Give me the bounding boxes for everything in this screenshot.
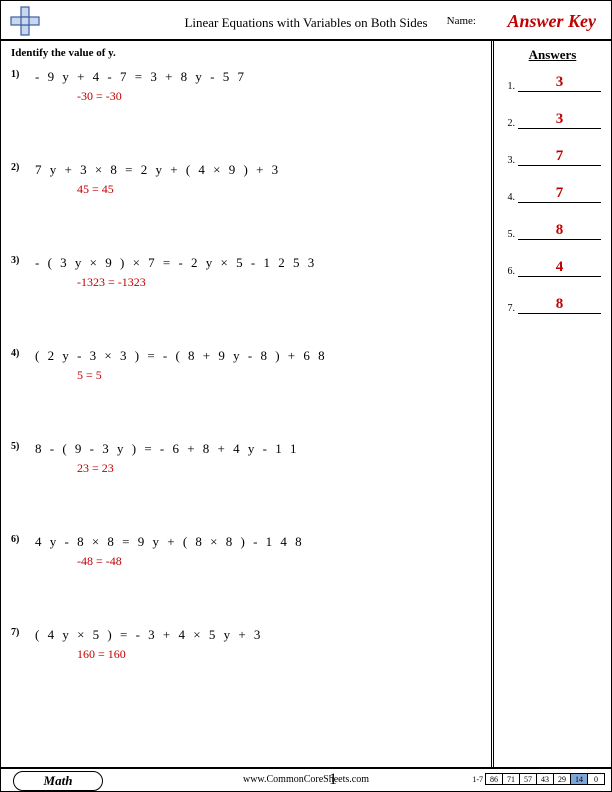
problem: 1) - 9 y + 4 - 7 = 3 + 8 y - 5 7 -30 = -30 — [11, 69, 481, 104]
answer-index: 7. — [504, 303, 518, 314]
score-cell: 86 — [485, 773, 503, 785]
answer-index: 1. — [504, 81, 518, 92]
answer-row: 3.7 — [504, 149, 601, 166]
problem: 6) 4 y - 8 × 8 = 9 y + ( 8 × 8 ) - 1 4 8 -… — [11, 534, 481, 569]
answer-index: 4. — [504, 192, 518, 203]
problems-column: Identify the value of y. 1) - 9 y + 4 - 7… — [1, 41, 491, 767]
answer-value: 8 — [518, 297, 601, 314]
problem-equation: ( 2 y - 3 × 3 ) = - ( 8 + 9 y - 8 ) + 6 … — [35, 348, 481, 364]
page-number: 1 — [329, 771, 337, 789]
answer-index: 3. — [504, 155, 518, 166]
problem-check: -30 = -30 — [35, 89, 481, 104]
answer-index: 6. — [504, 266, 518, 277]
worksheet-page: Linear Equations with Variables on Both … — [0, 0, 612, 792]
problem-number: 3) — [11, 255, 19, 266]
answer-value: 7 — [518, 186, 601, 203]
footer: Math www.CommonCoreSheets.com 1 1-7 8671… — [1, 767, 611, 791]
problem: 4) ( 2 y - 3 × 3 ) = - ( 8 + 9 y - 8 ) + … — [11, 348, 481, 383]
problem-equation: - ( 3 y × 9 ) × 7 = - 2 y × 5 - 1 2 5 3 — [35, 255, 481, 271]
problem: 5) 8 - ( 9 - 3 y ) = - 6 + 8 + 4 y - 1 1 2… — [11, 441, 481, 476]
problem-equation: 4 y - 8 × 8 = 9 y + ( 8 × 8 ) - 1 4 8 — [35, 534, 481, 550]
score-cell: 29 — [553, 773, 571, 785]
answer-value: 7 — [518, 149, 601, 166]
problem: 2) 7 y + 3 × 8 = 2 y + ( 4 × 9 ) + 3 45 = … — [11, 162, 481, 197]
problem-equation: 7 y + 3 × 8 = 2 y + ( 4 × 9 ) + 3 — [35, 162, 481, 178]
answer-row: 7.8 — [504, 297, 601, 314]
problem-number: 1) — [11, 69, 19, 80]
problem: 7) ( 4 y × 5 ) = - 3 + 4 × 5 y + 3 160 = 1… — [11, 627, 481, 662]
answer-value: 8 — [518, 223, 601, 240]
answer-row: 5.8 — [504, 223, 601, 240]
answer-index: 5. — [504, 229, 518, 240]
score-strip: 1-7 8671574329140 — [472, 773, 605, 785]
problem-number: 4) — [11, 348, 19, 359]
problem-number: 2) — [11, 162, 19, 173]
answers-title: Answers — [504, 47, 601, 63]
answer-row: 4.7 — [504, 186, 601, 203]
body-area: Identify the value of y. 1) - 9 y + 4 - 7… — [1, 41, 611, 767]
problem-check: 45 = 45 — [35, 182, 481, 197]
problem-check: 160 = 160 — [35, 647, 481, 662]
problem-number: 5) — [11, 441, 19, 452]
problem-number: 7) — [11, 627, 19, 638]
answer-value: 3 — [518, 75, 601, 92]
answer-index: 2. — [504, 118, 518, 129]
score-cell: 71 — [502, 773, 520, 785]
answer-value: 3 — [518, 112, 601, 129]
problem-check: 23 = 23 — [35, 461, 481, 476]
instructions: Identify the value of y. — [11, 47, 481, 59]
score-range-label: 1-7 — [472, 775, 483, 784]
answer-row: 2.3 — [504, 112, 601, 129]
header: Linear Equations with Variables on Both … — [1, 1, 611, 41]
score-cell: 14 — [570, 773, 588, 785]
problem-check: 5 = 5 — [35, 368, 481, 383]
problem-number: 6) — [11, 534, 19, 545]
answer-key-label: Answer Key — [507, 11, 596, 32]
problem-equation: - 9 y + 4 - 7 = 3 + 8 y - 5 7 — [35, 69, 481, 85]
score-cell: 0 — [587, 773, 605, 785]
answer-row: 1.3 — [504, 75, 601, 92]
problem: 3) - ( 3 y × 9 ) × 7 = - 2 y × 5 - 1 2 5 … — [11, 255, 481, 290]
problem-check: -1323 = -1323 — [35, 275, 481, 290]
problem-equation: ( 4 y × 5 ) = - 3 + 4 × 5 y + 3 — [35, 627, 481, 643]
answer-value: 4 — [518, 260, 601, 277]
score-cell: 43 — [536, 773, 554, 785]
problem-check: -48 = -48 — [35, 554, 481, 569]
answer-row: 6.4 — [504, 260, 601, 277]
score-cell: 57 — [519, 773, 537, 785]
problem-equation: 8 - ( 9 - 3 y ) = - 6 + 8 + 4 y - 1 1 — [35, 441, 481, 457]
name-label: Name: — [447, 15, 476, 27]
answers-column: Answers 1.32.33.74.75.86.47.8 — [491, 41, 611, 767]
